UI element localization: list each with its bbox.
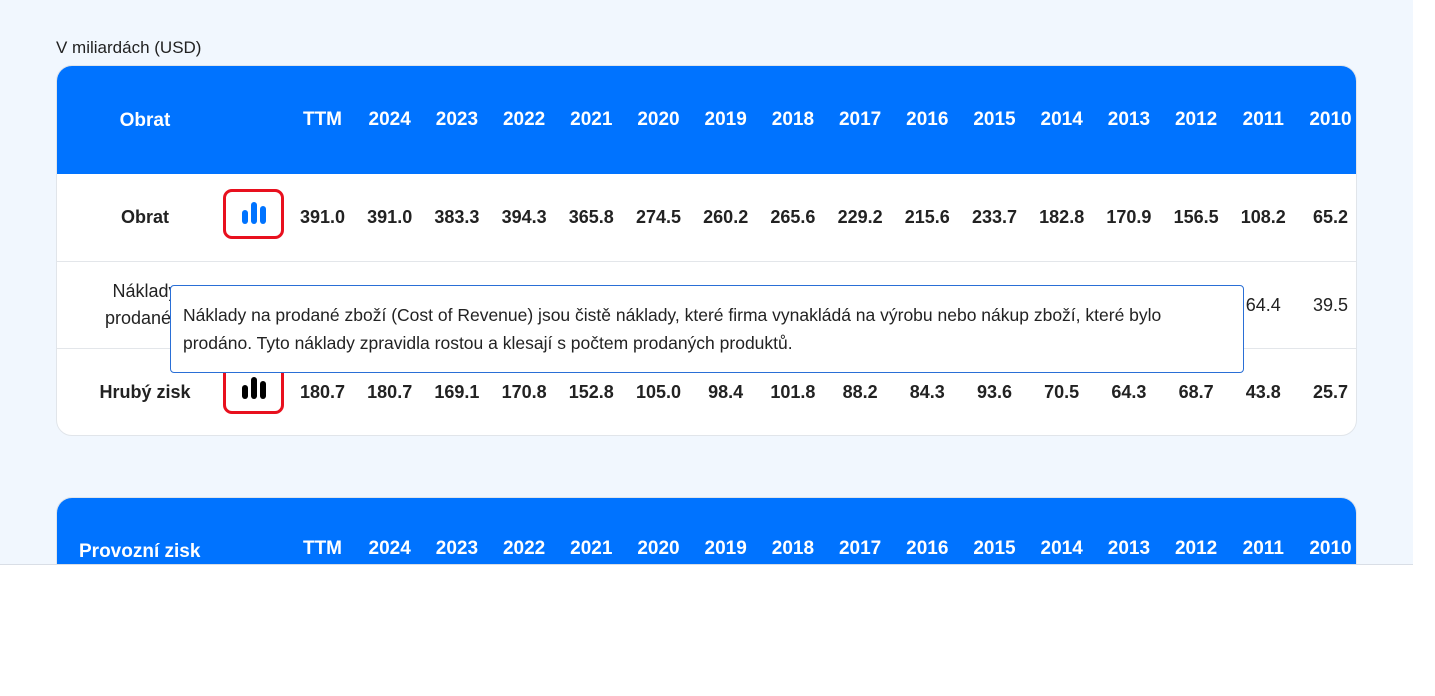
column-header: 2024 bbox=[368, 109, 411, 130]
value-cell: 182.8 bbox=[1039, 207, 1085, 227]
value-cell: 156.5 bbox=[1173, 207, 1219, 227]
column-header: 2016 bbox=[906, 538, 949, 559]
column-header: 2011 bbox=[1242, 538, 1284, 559]
column-header: 2024 bbox=[368, 538, 411, 559]
row-label: Hrubý zisk bbox=[99, 381, 191, 402]
value-cell: 64.3 bbox=[1111, 381, 1147, 402]
value-cell: 260.2 bbox=[703, 207, 749, 227]
column-header: 2021 bbox=[570, 538, 613, 559]
column-header: 2016 bbox=[906, 109, 949, 130]
chart-button[interactable] bbox=[223, 189, 284, 239]
value-cell: 391.0 bbox=[367, 207, 413, 227]
value-cell: 88.2 bbox=[842, 381, 878, 402]
column-header: 2020 bbox=[637, 538, 680, 559]
value-cell: 152.8 bbox=[568, 381, 614, 402]
table-title: Provozní zisk bbox=[79, 541, 201, 562]
table-row: Obrat 391.0 391.0 383.3 394.3 365.8 274.5 260.2… bbox=[57, 174, 1356, 261]
value-cell: 70.5 bbox=[1044, 381, 1080, 402]
value-cell: 394.3 bbox=[501, 207, 547, 227]
row-label: Obrat bbox=[120, 207, 169, 227]
unit-label: V miliardách (USD) bbox=[56, 38, 202, 57]
column-header: 2020 bbox=[637, 109, 680, 130]
column-header: 2019 bbox=[704, 538, 747, 559]
bar-chart-icon bbox=[241, 202, 266, 224]
value-cell: 65.2 bbox=[1312, 207, 1349, 227]
page: V miliardách (USD) Obrat TTM 2024 2023 2022… bbox=[0, 0, 1413, 565]
row-label-line: prodané z bbox=[104, 308, 186, 328]
column-header: 2010 bbox=[1309, 538, 1352, 559]
value-cell: 105.0 bbox=[635, 381, 682, 402]
value-cell: 98.4 bbox=[708, 381, 744, 402]
column-header: 2018 bbox=[771, 109, 815, 130]
table-header: Provozní zisk TTM 2024 2023 2022 2021 2020 201… bbox=[57, 498, 1356, 564]
value-cell: 365.8 bbox=[568, 207, 614, 227]
column-header: TTM bbox=[302, 109, 343, 130]
column-header: 2012 bbox=[1174, 109, 1218, 130]
column-header: 2013 bbox=[1107, 538, 1151, 559]
table-title: Obrat bbox=[119, 109, 171, 131]
value-cell: 169.1 bbox=[434, 381, 480, 402]
value-cell: 180.7 bbox=[367, 381, 413, 402]
column-header: 2010 bbox=[1309, 109, 1352, 130]
column-header: 2018 bbox=[771, 538, 815, 559]
column-header: 2015 bbox=[973, 538, 1016, 559]
bar-chart-icon bbox=[241, 377, 266, 399]
value-cell: 25.7 bbox=[1312, 381, 1349, 402]
column-header: 2023 bbox=[435, 538, 479, 559]
column-header: 2015 bbox=[973, 109, 1016, 130]
column-header: 2023 bbox=[435, 109, 479, 130]
column-header: 2014 bbox=[1040, 538, 1083, 559]
value-cell: 64.4 bbox=[1245, 294, 1281, 315]
column-header: 2022 bbox=[502, 109, 546, 130]
value-cell: 39.5 bbox=[1312, 294, 1349, 315]
column-header: 2019 bbox=[704, 109, 747, 130]
value-cell: 274.5 bbox=[635, 207, 682, 227]
value-cell: 215.6 bbox=[904, 207, 950, 227]
value-cell: 233.7 bbox=[971, 207, 1018, 227]
value-cell: 68.7 bbox=[1178, 381, 1214, 402]
column-header: 2022 bbox=[502, 538, 546, 559]
row-label-line: Náklady bbox=[112, 281, 178, 301]
value-cell: 391.0 bbox=[299, 207, 346, 227]
value-cell: 265.6 bbox=[770, 207, 816, 227]
value-cell: 101.8 bbox=[770, 381, 816, 402]
column-header: 2011 bbox=[1242, 109, 1284, 130]
column-header: TTM bbox=[302, 538, 343, 559]
value-cell: 170.9 bbox=[1106, 207, 1152, 227]
column-header: 2013 bbox=[1107, 109, 1151, 130]
operating-profit-table: Provozní zisk TTM 2024 2023 2022 2021 2020 201… bbox=[56, 497, 1357, 564]
tooltip: Náklady na prodané zboží (Cost of Revenu… bbox=[170, 285, 1244, 373]
table-row: Náklady prodané z 64.4 39.5 bbox=[57, 261, 1356, 348]
column-header: 2021 bbox=[570, 109, 613, 130]
revenue-table: Obrat TTM 2024 2023 2022 2021 2020 2019 2018 201… bbox=[56, 65, 1357, 436]
table-header: Obrat TTM 2024 2023 2022 2021 2020 2019 2018 201… bbox=[57, 66, 1356, 174]
column-header: 2017 bbox=[838, 109, 882, 130]
value-cell: 229.2 bbox=[837, 207, 883, 227]
value-cell: 84.3 bbox=[909, 381, 945, 402]
column-header: 2014 bbox=[1040, 109, 1083, 130]
row-label: Náklady prodané z bbox=[57, 262, 233, 348]
table-row: Hrubý zisk 180.7 180.7 169.1 170.8 152.8 105.0… bbox=[57, 348, 1356, 435]
value-cell: 180.7 bbox=[299, 381, 346, 402]
column-header: 2017 bbox=[838, 538, 882, 559]
value-cell: 108.2 bbox=[1240, 207, 1286, 227]
column-header: 2012 bbox=[1174, 538, 1218, 559]
value-cell: 93.6 bbox=[976, 381, 1013, 402]
value-cell: 170.8 bbox=[501, 381, 547, 402]
value-cell: 383.3 bbox=[434, 207, 480, 227]
value-cell: 43.8 bbox=[1245, 381, 1281, 402]
